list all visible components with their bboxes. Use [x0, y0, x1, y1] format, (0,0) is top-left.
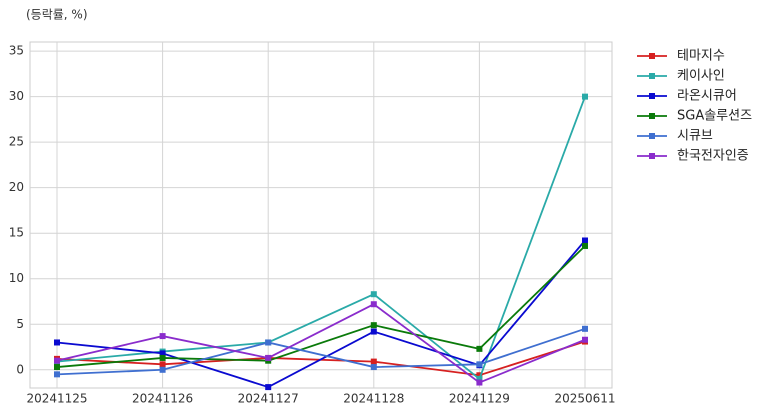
series-line [56, 239, 586, 389]
point [370, 364, 377, 371]
point [582, 325, 588, 332]
legend-marker [649, 133, 655, 139]
point [476, 379, 483, 386]
point [54, 364, 60, 371]
legend-marker [649, 93, 655, 99]
point [370, 291, 377, 298]
point [476, 375, 483, 382]
plot-area [29, 41, 613, 389]
y-tick-label: 0 [16, 362, 24, 376]
point [265, 384, 272, 391]
x-tick-label: 20241126 [132, 392, 193, 406]
legend-marker [649, 53, 655, 59]
y-tick-label: 25 [9, 135, 24, 149]
legend-marker [649, 73, 655, 79]
y-tick-label: 10 [9, 271, 24, 285]
point [370, 322, 377, 329]
legend-label: 라온시큐어 [677, 89, 737, 104]
point [582, 93, 588, 100]
point [582, 336, 588, 343]
point [476, 361, 483, 368]
y-tick-label: 20 [9, 180, 24, 194]
legend-marker [649, 113, 655, 119]
point [370, 301, 377, 308]
y-tick-label: 15 [9, 226, 24, 240]
x-tick-label: 20241125 [26, 392, 87, 406]
point [476, 345, 483, 352]
point [159, 350, 166, 357]
legend-label: 한국전자인증 [677, 149, 749, 164]
y-tick-label: 35 [9, 44, 24, 58]
point [265, 339, 272, 346]
y-tick-label: 5 [16, 317, 24, 331]
point [159, 361, 166, 368]
point [582, 242, 588, 249]
point [370, 328, 377, 335]
point [159, 333, 166, 340]
point [54, 357, 60, 364]
x-tick-label: 20241127 [238, 392, 299, 406]
legend-label: 케이사인 [677, 69, 725, 84]
legend-label: 시큐브 [677, 129, 713, 144]
y-axis-label: (등락률, %) [26, 8, 88, 22]
point [54, 371, 60, 378]
series-line [56, 303, 586, 384]
point [265, 354, 272, 361]
y-tick-label: 30 [9, 89, 24, 103]
point [159, 366, 166, 373]
x-tick-label: 20241128 [343, 392, 404, 406]
x-tick-label: 20250611 [554, 392, 615, 406]
point [370, 358, 377, 365]
legend-label: SGA솔루션즈 [677, 109, 752, 124]
point [159, 354, 166, 361]
series-line [56, 327, 586, 376]
legend-marker [649, 153, 655, 159]
legend-label: 테마지수 [677, 49, 725, 64]
point [582, 237, 588, 244]
x-tick-label: 20241129 [449, 392, 510, 406]
point [54, 339, 60, 346]
series-line [56, 245, 586, 368]
point [476, 372, 483, 379]
